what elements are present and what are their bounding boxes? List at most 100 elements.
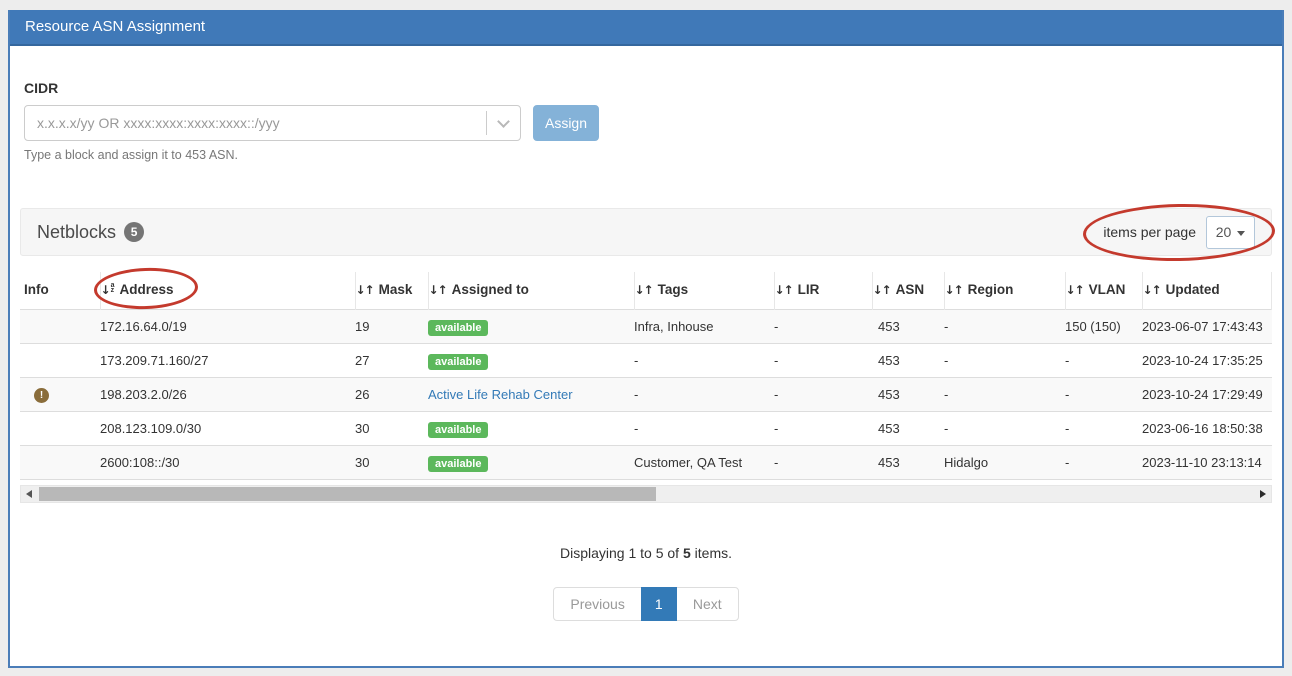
items-per-page-select[interactable]: 20 <box>1206 215 1255 249</box>
column-header-updated[interactable]: ↓↑ Updated <box>1142 272 1272 310</box>
cell-vlan: - <box>1065 411 1142 446</box>
cell-updated: 2023-10-24 17:29:49 <box>1142 377 1272 412</box>
cell-address: 198.203.2.0/26 <box>100 377 355 412</box>
cell-updated: 2023-11-10 23:13:14 <box>1142 445 1272 480</box>
page-button-previous[interactable]: Previous <box>553 587 642 621</box>
cell-mask: 19 <box>355 309 428 344</box>
column-label: VLAN <box>1088 282 1126 297</box>
page-button-next[interactable]: Next <box>675 587 739 621</box>
horizontal-scrollbar[interactable] <box>20 485 1272 503</box>
cell-info: ! <box>20 377 100 412</box>
page-button-1[interactable]: 1 <box>640 587 677 621</box>
cell-asn: 453 <box>872 343 944 378</box>
cell-assigned-to: available <box>428 309 634 344</box>
table-row: 172.16.64.0/19 19 available Infra, Inhouse -… <box>20 309 1272 344</box>
cell-updated: 2023-06-07 17:43:43 <box>1142 309 1272 344</box>
cell-address: 2600:108::/30 <box>100 445 355 480</box>
sort-alpha-asc-icon: ↓ a z <box>100 282 115 297</box>
cell-info <box>20 309 100 344</box>
cell-updated: 2023-10-24 17:35:25 <box>1142 343 1272 378</box>
sort-icon: ↓↑ <box>944 283 964 297</box>
cell-assigned-to: available <box>428 343 634 378</box>
column-header-mask[interactable]: ↓↑ Mask <box>355 272 429 310</box>
column-label: Assigned to <box>451 282 529 297</box>
sort-icon: ↓↑ <box>872 283 892 297</box>
cell-info <box>20 411 100 446</box>
column-label: Info <box>24 282 49 297</box>
cell-region: - <box>944 309 1065 344</box>
cell-assigned-to: Active Life Rehab Center <box>428 377 634 412</box>
scroll-right-arrow[interactable] <box>1255 486 1271 502</box>
cell-tags: Customer, QA Test <box>634 445 774 480</box>
column-header-region[interactable]: ↓↑ Region <box>944 272 1066 310</box>
cell-info <box>20 445 100 480</box>
scroll-left-arrow[interactable] <box>21 486 37 502</box>
exclamation-circle-icon[interactable]: ! <box>34 388 49 403</box>
sort-icon: ↓↑ <box>428 283 448 297</box>
cell-tags: - <box>634 411 774 446</box>
cidr-help-text: Type a block and assign it to 453 ASN. <box>24 148 239 162</box>
table-row: ! 198.203.2.0/26 26 Active Life Rehab Cente… <box>20 377 1272 412</box>
cell-vlan: - <box>1065 445 1142 480</box>
column-label: Tags <box>657 282 689 297</box>
cell-region: - <box>944 343 1065 378</box>
cell-vlan: - <box>1065 343 1142 378</box>
table-body: 172.16.64.0/19 19 available Infra, Inhouse -… <box>20 309 1272 480</box>
cell-lir: - <box>774 377 872 412</box>
sort-icon: ↓↑ <box>634 283 654 297</box>
triangle-left-icon <box>26 490 32 498</box>
items-per-page-label: items per page <box>1103 224 1196 240</box>
column-header-vlan[interactable]: ↓↑ VLAN <box>1065 272 1143 310</box>
summary-suffix: items. <box>694 545 732 561</box>
cell-address: 172.16.64.0/19 <box>100 309 355 344</box>
items-per-page-value: 20 <box>1215 224 1232 240</box>
cell-vlan: 150 (150) <box>1065 309 1142 344</box>
column-header-assigned-to[interactable]: ↓↑ Assigned to <box>428 272 635 310</box>
column-header-asn[interactable]: ↓↑ ASN <box>872 272 945 310</box>
cidr-input[interactable] <box>25 115 486 131</box>
cell-lir: - <box>774 445 872 480</box>
assigned-to-link[interactable]: Active Life Rehab Center <box>428 387 573 402</box>
cell-address: 173.209.71.160/27 <box>100 343 355 378</box>
summary-prefix: Displaying 1 to 5 of <box>560 545 680 561</box>
cell-mask: 30 <box>355 445 428 480</box>
cell-region: - <box>944 377 1065 412</box>
cell-asn: 453 <box>872 309 944 344</box>
resource-asn-panel: Resource ASN Assignment CIDR Assign Type… <box>8 10 1284 668</box>
status-badge: available <box>428 456 489 472</box>
caret-down-icon <box>1237 230 1246 236</box>
status-badge: available <box>428 422 489 438</box>
table-row: 2600:108::/30 30 available Customer, QA Tes… <box>20 445 1272 480</box>
cell-updated: 2023-06-16 18:50:38 <box>1142 411 1272 446</box>
scrollbar-track[interactable] <box>37 486 1255 502</box>
cidr-combobox <box>24 105 521 141</box>
cell-address: 208.123.109.0/30 <box>100 411 355 446</box>
cidr-dropdown-toggle[interactable] <box>486 111 520 135</box>
column-header-info: Info <box>20 272 101 310</box>
column-label: Region <box>967 282 1014 297</box>
cell-assigned-to: available <box>428 445 634 480</box>
netblocks-table: Info ↓ a z Address ↓↑ Mask ↓↑ Assigned to ↓↑ Tags ↓… <box>20 266 1272 480</box>
cell-asn: 453 <box>872 445 944 480</box>
cell-tags: - <box>634 377 774 412</box>
assign-button[interactable]: Assign <box>533 105 599 141</box>
items-per-page-group: items per page 20 <box>1103 215 1255 249</box>
chevron-down-icon <box>497 114 510 128</box>
scrollbar-thumb[interactable] <box>39 487 656 501</box>
column-header-address[interactable]: ↓ a z Address <box>92 266 356 311</box>
triangle-right-icon <box>1260 490 1266 498</box>
cell-asn: 453 <box>872 411 944 446</box>
cidr-input-row: Assign <box>24 105 1268 141</box>
cell-asn: 453 <box>872 377 944 412</box>
panel-body: CIDR Assign Type a block and assign it t… <box>10 80 1282 621</box>
cell-lir: - <box>774 309 872 344</box>
results-summary: Displaying 1 to 5 of 5 items. <box>20 545 1272 561</box>
cell-mask: 26 <box>355 377 428 412</box>
column-header-lir[interactable]: ↓↑ LIR <box>774 272 873 310</box>
panel-header: Resource ASN Assignment <box>10 10 1282 46</box>
column-label: LIR <box>797 282 820 297</box>
cell-info <box>20 343 100 378</box>
column-header-tags[interactable]: ↓↑ Tags <box>634 272 775 310</box>
cell-lir: - <box>774 343 872 378</box>
